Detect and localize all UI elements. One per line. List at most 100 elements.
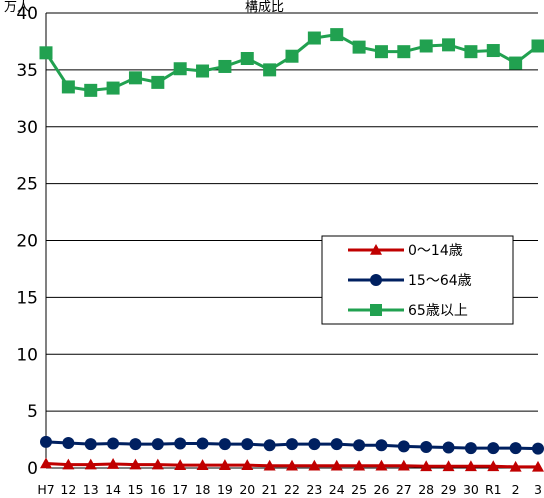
data-point bbox=[509, 460, 522, 472]
data-point bbox=[151, 458, 164, 470]
data-point bbox=[442, 38, 456, 52]
data-point bbox=[40, 457, 52, 469]
legend-label: 65歳以上 bbox=[408, 303, 468, 319]
data-point bbox=[353, 459, 366, 471]
data-point bbox=[397, 45, 411, 59]
y-tick-label: 35 bbox=[16, 61, 38, 81]
data-point bbox=[39, 46, 53, 60]
x-tick-label: 25 bbox=[351, 482, 367, 497]
y-tick-label: 15 bbox=[16, 288, 38, 308]
data-point bbox=[486, 44, 500, 58]
x-tick-label: 28 bbox=[418, 482, 434, 497]
legend-label: 15～64歳 bbox=[408, 273, 472, 289]
data-point bbox=[40, 435, 52, 448]
x-tick-label: 27 bbox=[396, 482, 412, 497]
x-tick-label: H7 bbox=[37, 482, 54, 497]
data-point bbox=[151, 438, 164, 451]
data-point bbox=[151, 75, 165, 89]
y-tick-label: 0 bbox=[27, 459, 38, 479]
data-point bbox=[240, 52, 254, 65]
data-point bbox=[375, 459, 388, 471]
data-point bbox=[330, 459, 343, 471]
data-point bbox=[532, 460, 544, 472]
data-point bbox=[84, 83, 98, 97]
series-2 bbox=[39, 28, 544, 97]
x-tick-label: 20 bbox=[239, 482, 255, 497]
x-tick-label: 19 bbox=[217, 482, 233, 497]
data-point bbox=[285, 49, 299, 63]
x-tick-label: 15 bbox=[128, 482, 144, 497]
data-point bbox=[174, 437, 187, 450]
data-point bbox=[464, 45, 478, 59]
data-point bbox=[107, 458, 120, 469]
data-point bbox=[129, 458, 142, 470]
data-point bbox=[218, 459, 231, 470]
legend-entry: 15～64歳 bbox=[348, 273, 472, 289]
data-point bbox=[174, 459, 187, 470]
x-tick-label: 16 bbox=[150, 482, 166, 497]
data-point bbox=[263, 63, 277, 77]
data-point bbox=[353, 439, 366, 452]
data-point bbox=[128, 71, 142, 85]
x-tick-label: 13 bbox=[83, 482, 99, 497]
data-point bbox=[84, 438, 97, 451]
data-point bbox=[61, 80, 75, 94]
data-point bbox=[374, 45, 388, 59]
data-point bbox=[62, 436, 75, 449]
data-point bbox=[397, 459, 410, 471]
data-point bbox=[330, 438, 343, 451]
y-tick-label: 10 bbox=[16, 345, 38, 365]
y-tick-label: 20 bbox=[16, 232, 38, 252]
data-point bbox=[487, 442, 500, 455]
data-point bbox=[307, 31, 321, 45]
data-point bbox=[420, 440, 433, 453]
x-tick-label: 21 bbox=[262, 482, 278, 497]
y-axis-label: 万人 bbox=[4, 0, 30, 15]
data-point bbox=[196, 459, 209, 470]
x-tick-label: 14 bbox=[105, 482, 121, 497]
data-point bbox=[532, 442, 544, 455]
data-point bbox=[442, 441, 455, 454]
data-point bbox=[330, 28, 344, 42]
series-0 bbox=[40, 457, 544, 472]
data-point bbox=[129, 438, 142, 451]
data-point bbox=[308, 438, 321, 451]
data-point bbox=[241, 459, 254, 470]
y-tick-labels: 0 5 10 15 20 25 30 35 40 bbox=[16, 4, 38, 479]
data-point bbox=[286, 459, 298, 471]
data-point bbox=[196, 64, 210, 78]
y-tick-label: 30 bbox=[16, 118, 38, 138]
legend: 0～14歳 15～64歳 65歳以上 bbox=[321, 235, 514, 325]
data-point bbox=[173, 62, 187, 76]
data-point bbox=[286, 438, 298, 451]
x-tick-label: 26 bbox=[374, 482, 390, 497]
data-point bbox=[464, 442, 477, 455]
x-tick-label: 18 bbox=[195, 482, 211, 497]
legend-entry: 0～14歳 bbox=[348, 243, 463, 259]
legend-entry: 65歳以上 bbox=[348, 303, 468, 319]
data-point bbox=[263, 439, 276, 452]
data-point bbox=[218, 438, 231, 451]
data-point bbox=[531, 39, 544, 53]
legend-marker bbox=[370, 304, 382, 316]
data-point bbox=[263, 459, 276, 471]
data-point bbox=[241, 438, 254, 451]
data-point bbox=[107, 437, 120, 450]
data-point bbox=[509, 442, 522, 455]
x-tick-labels: H7 12 13 14 15 16 17 18 19 20 21 22 23 24 25 26 27 28 29 30… bbox=[37, 482, 542, 497]
x-tick-label: R1 bbox=[485, 482, 502, 497]
data-point bbox=[419, 39, 433, 53]
data-point bbox=[442, 460, 455, 472]
data-point bbox=[420, 460, 433, 472]
series-1 bbox=[40, 435, 544, 455]
x-tick-label: 22 bbox=[284, 482, 300, 497]
data-point bbox=[352, 40, 366, 54]
data-point bbox=[196, 437, 209, 450]
data-point bbox=[464, 460, 477, 472]
x-tick-label: 24 bbox=[329, 482, 345, 497]
y-tick-label: 5 bbox=[27, 402, 38, 422]
y-tick-label: 25 bbox=[16, 175, 38, 195]
data-point bbox=[62, 458, 75, 470]
x-tick-label: 30 bbox=[463, 482, 479, 497]
legend-marker bbox=[370, 244, 382, 255]
